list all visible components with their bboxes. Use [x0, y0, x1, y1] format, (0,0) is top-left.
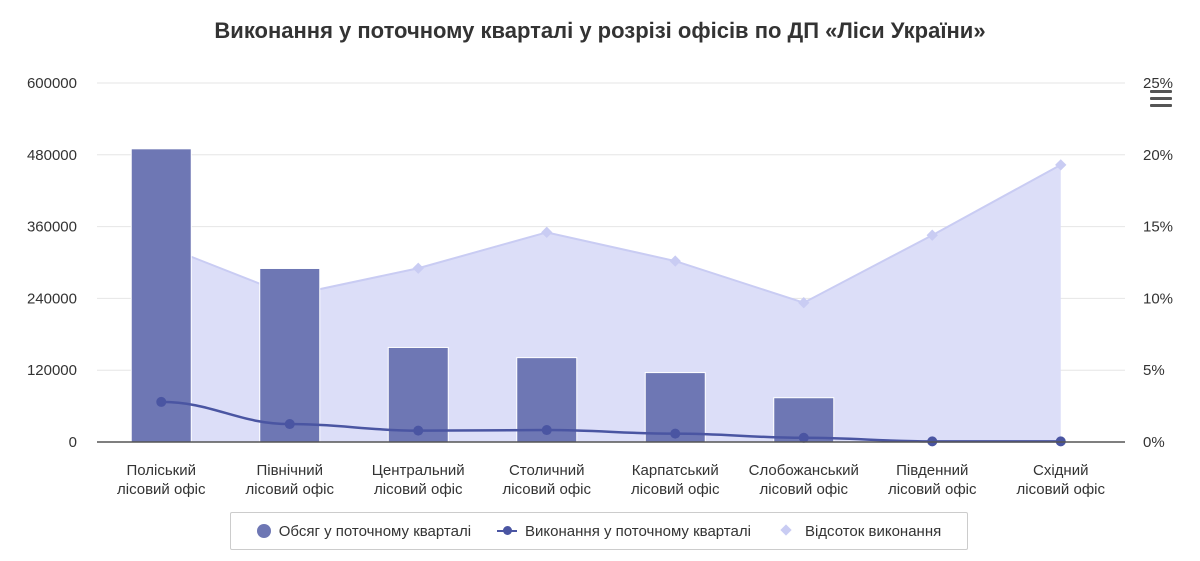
y-right-tick-label: 5%: [1143, 362, 1165, 379]
y-right-tick-label: 0%: [1143, 434, 1165, 451]
x-category-label-line: лісовий офіс: [502, 481, 591, 498]
x-category-label-line: Поліський: [126, 462, 196, 479]
x-category-label-line: Карпатський: [632, 462, 719, 479]
x-category-label-line: Центральний: [372, 462, 465, 479]
y-right-tick-label: 10%: [1143, 290, 1173, 307]
legend-line-icon: [497, 526, 518, 535]
x-category-label: Центральний лісовий офіс: [372, 462, 465, 498]
percent-point: [926, 229, 938, 241]
axes: 0 120000 240000 360000 480000 600000 0% 5% 10% 15…: [27, 75, 1173, 498]
x-category-label: Столичний лісовий офіс: [502, 462, 591, 498]
x-category-label: Карпатський лісовий офіс: [631, 462, 720, 498]
percent-point: [669, 255, 681, 267]
x-category-label-line: Столичний: [509, 462, 585, 479]
x-category-label-line: Слобожанський: [749, 462, 859, 479]
menu-line: [1150, 97, 1172, 100]
x-category-label-line: Східний: [1033, 462, 1088, 479]
volume-bar: [130, 148, 192, 443]
volume-bar: [259, 267, 321, 443]
x-category-label-line: Північний: [256, 462, 323, 479]
legend-area-icon: [777, 524, 797, 537]
legend-item-volume[interactable]: Обсяг у поточному кварталі: [256, 522, 472, 540]
legend-label-volume: Обсяг у поточному кварталі: [278, 522, 472, 540]
legend: Обсяг у поточному кварталі Виконання у п…: [230, 512, 968, 550]
x-category-label-line: лісовий офіс: [374, 481, 463, 498]
menu-line: [1150, 104, 1172, 107]
y-left-tick-label: 600000: [27, 75, 77, 92]
x-category-label-line: лісовий офіс: [631, 481, 720, 498]
chart-title: Виконання у поточному кварталі у розрізі…: [214, 18, 986, 43]
percent-point: [1055, 159, 1067, 171]
y-left-tick-label: 240000: [27, 290, 77, 307]
percent-point: [541, 226, 553, 239]
x-category-label: Поліський лісовий офіс: [117, 462, 206, 498]
execution-point: [798, 432, 809, 443]
percent-area-fill: [191, 164, 1061, 443]
x-category-label: Слобожанський лісовий офіс: [749, 462, 859, 498]
execution-point: [541, 425, 552, 436]
legend-label-percent: Відсоток виконання: [804, 522, 942, 540]
legend-item-percent[interactable]: Відсоток виконання: [777, 523, 941, 540]
y-left-tick-label: 480000: [27, 147, 77, 164]
y-right-tick-label: 20%: [1143, 147, 1173, 164]
y-left-tick-label: 0: [69, 434, 77, 451]
percent-area-series: [190, 159, 1067, 443]
x-category-label: Південний лісовий офіс: [888, 462, 977, 498]
legend-item-execution[interactable]: Виконання у поточному кварталі: [497, 523, 751, 540]
y-right-tick-label: 15%: [1143, 219, 1173, 236]
x-category-label-line: лісовий офіс: [759, 481, 848, 498]
y-left-tick-label: 360000: [27, 219, 77, 236]
percent-point: [798, 297, 810, 309]
execution-point: [284, 419, 295, 430]
x-category-label: Східний лісовий офіс: [1016, 462, 1105, 498]
x-category-label: Північний лісовий офіс: [245, 462, 334, 498]
legend-dot-icon: [256, 524, 271, 538]
percent-point: [412, 262, 424, 274]
x-category-label-line: Південний: [896, 462, 968, 479]
x-category-label-line: лісовий офіс: [888, 481, 977, 498]
legend-label-execution: Виконання у поточному кварталі: [525, 522, 751, 540]
execution-point: [413, 425, 424, 436]
x-category-label-line: лісовий офіс: [117, 481, 206, 498]
x-category-label-line: лісовий офіс: [1016, 481, 1105, 498]
execution-point: [156, 396, 167, 407]
menu-line: [1150, 90, 1172, 93]
y-left-tick-label: 120000: [27, 362, 77, 379]
execution-point: [670, 428, 681, 439]
x-category-label-line: лісовий офіс: [245, 481, 334, 498]
y-right-tick-label: 25%: [1143, 75, 1173, 92]
hamburger-menu-icon[interactable]: [1150, 90, 1172, 108]
